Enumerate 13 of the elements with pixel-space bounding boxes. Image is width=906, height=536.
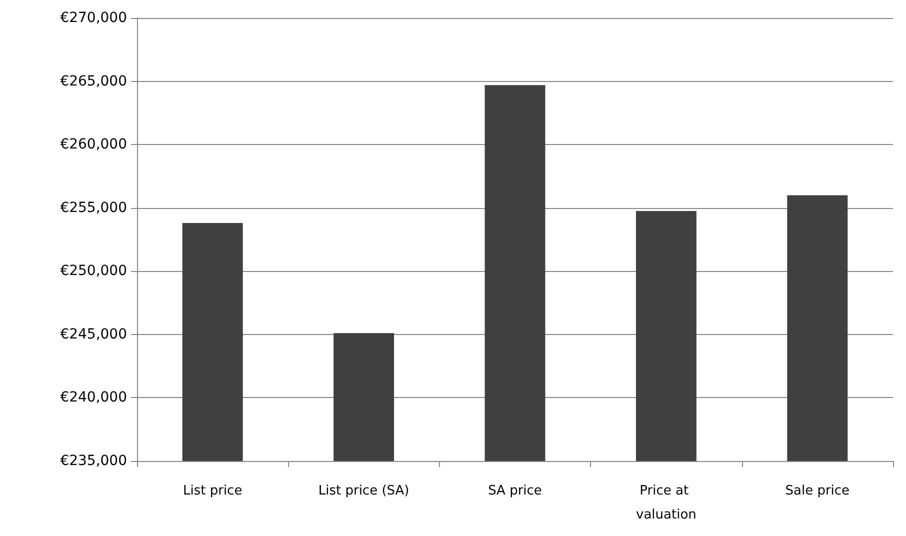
y-tick-label: €260,000 bbox=[60, 136, 127, 153]
y-tick-label: €245,000 bbox=[60, 326, 127, 342]
y-tick-label: €250,000 bbox=[60, 263, 127, 280]
x-tick-label: List price bbox=[182, 484, 242, 498]
x-tick-label: List price (SA) bbox=[318, 484, 410, 498]
y-tick-label: €235,000 bbox=[60, 453, 127, 469]
y-tick-label: €240,000 bbox=[60, 390, 127, 406]
x-tick-label: Sale price bbox=[785, 484, 850, 498]
x-tick-label: SA price bbox=[488, 484, 542, 498]
y-tick-label: €265,000 bbox=[60, 73, 127, 90]
x-tick-label: Price at valuation bbox=[636, 484, 696, 522]
y-tick-label: €270,000 bbox=[60, 10, 127, 26]
y-tick-label: €255,000 bbox=[60, 200, 127, 216]
